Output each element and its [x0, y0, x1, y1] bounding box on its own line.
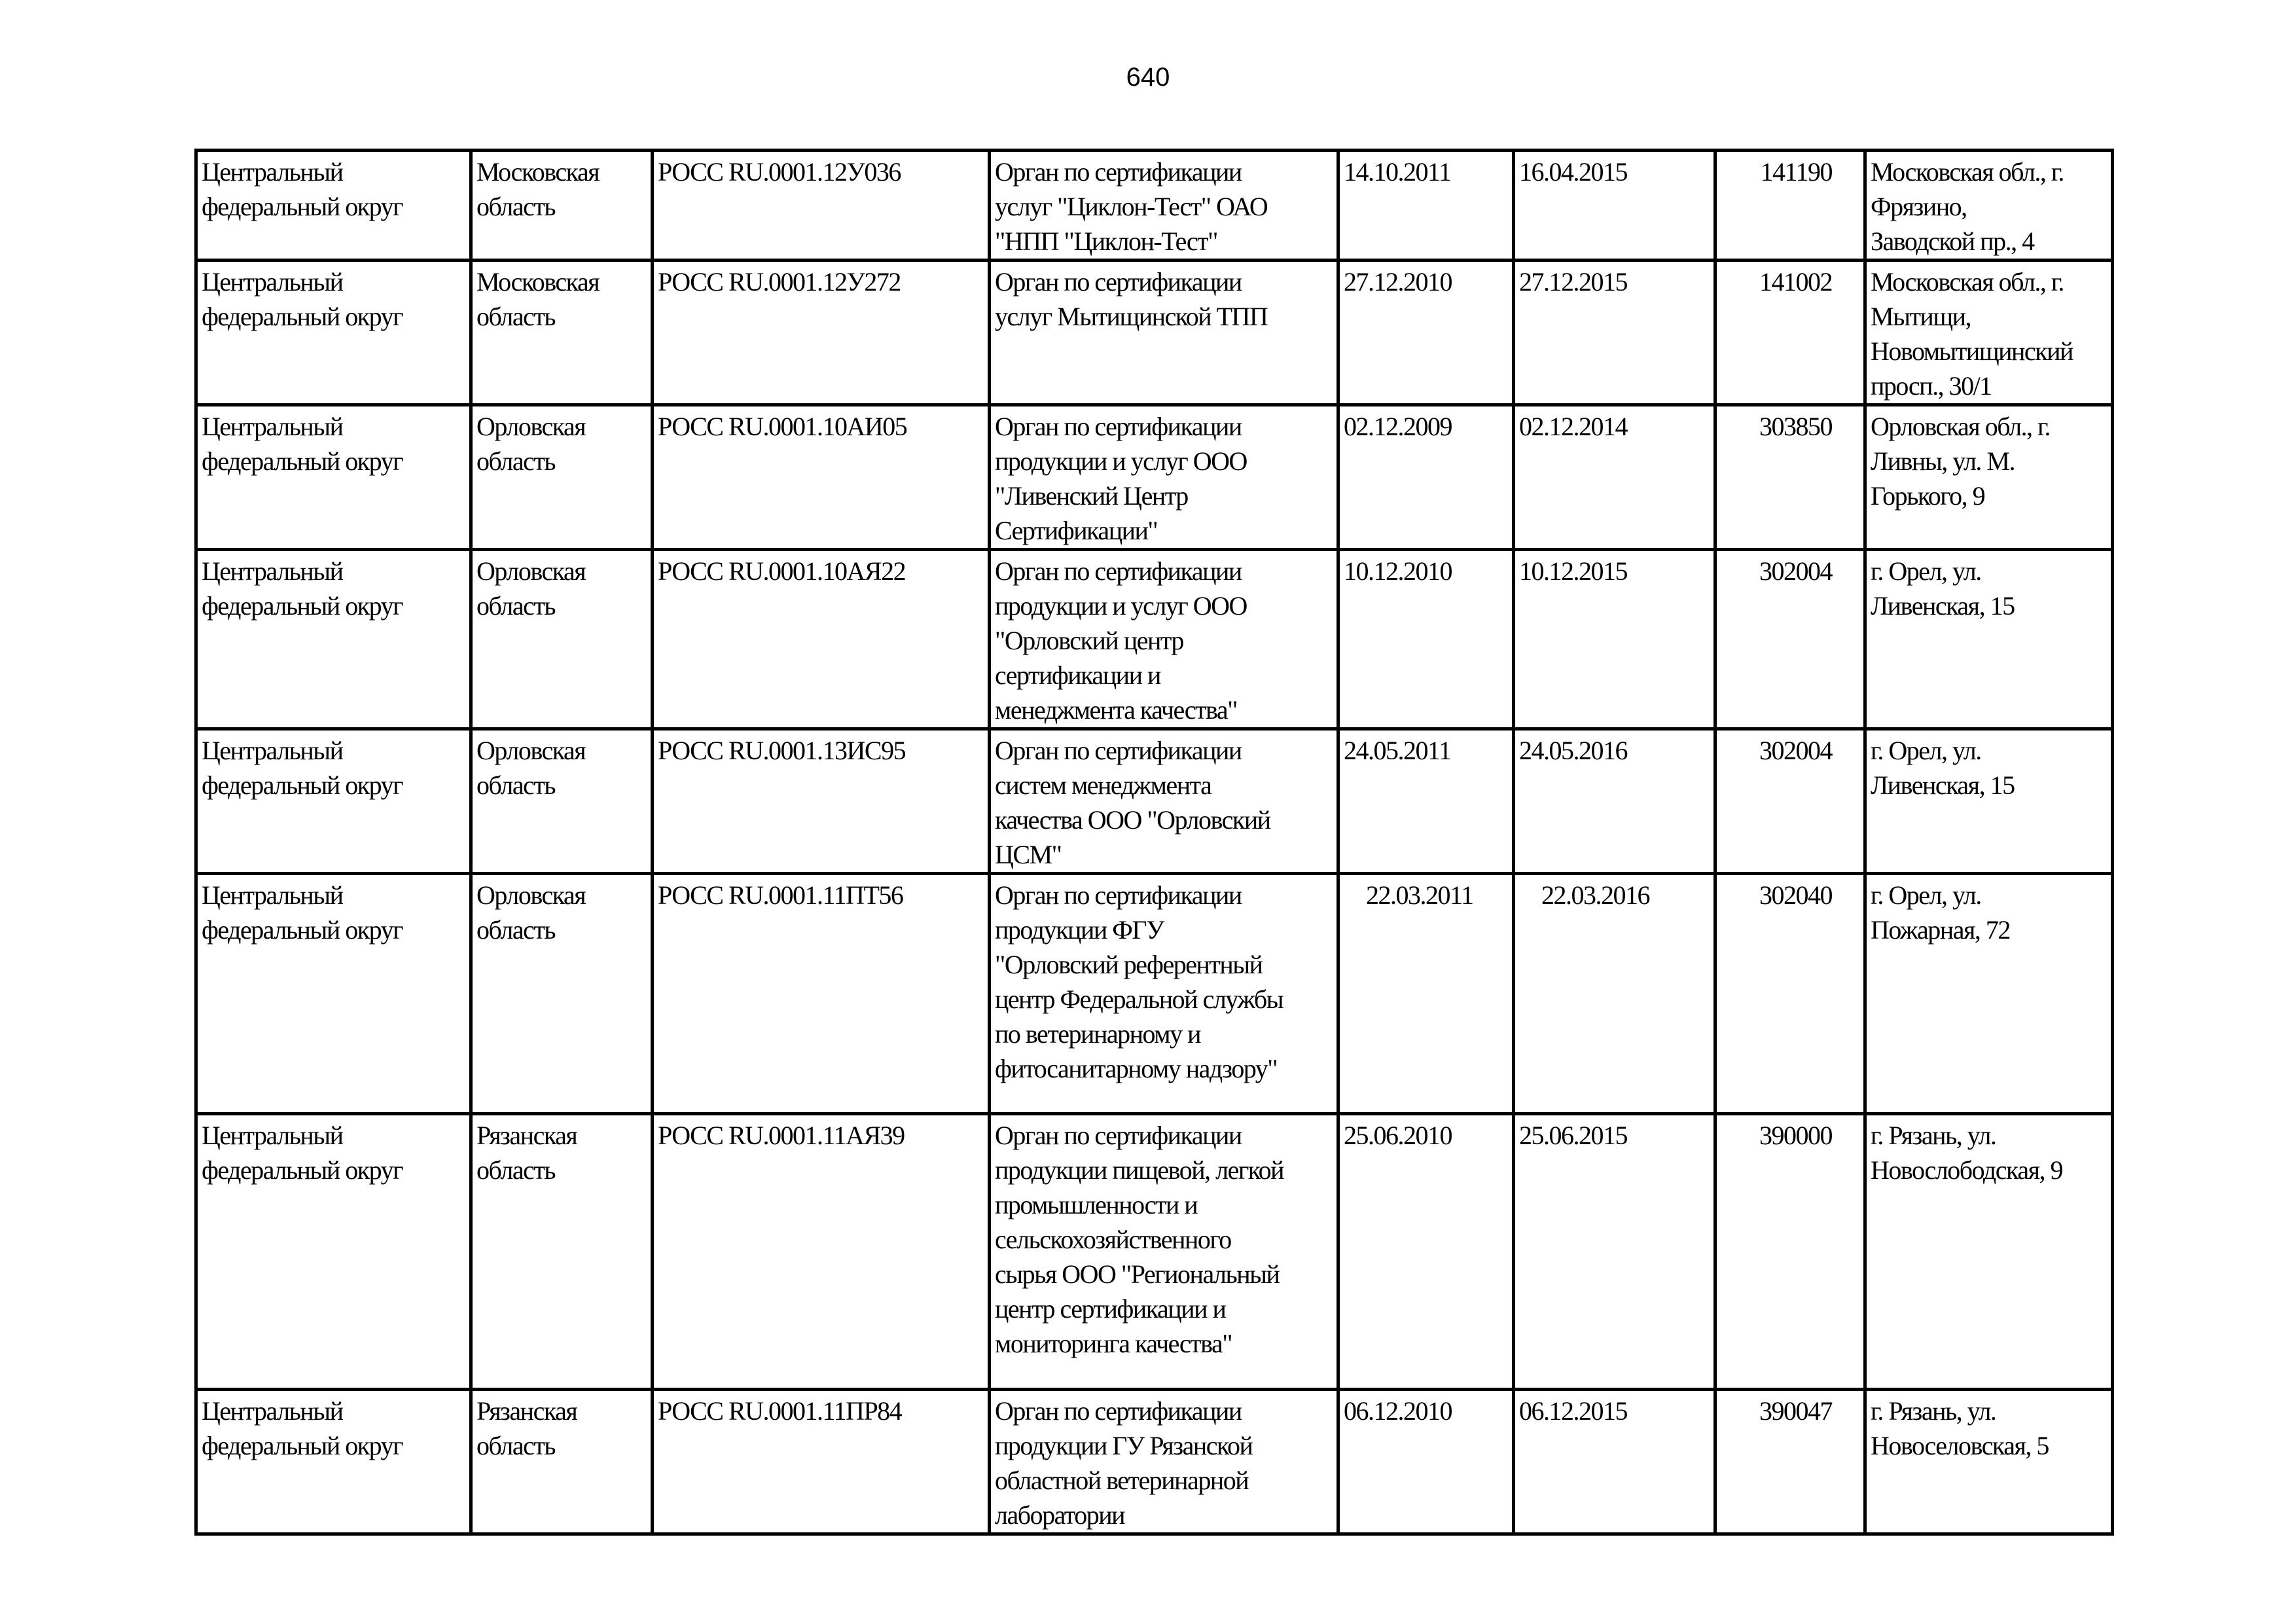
- postcode-cell: 390047: [1713, 1388, 1867, 1536]
- district-cell: Центральный федеральный округ: [194, 548, 473, 731]
- date-to-cell: 27.12.2015: [1512, 259, 1717, 406]
- date-from-cell: 06.12.2010: [1336, 1388, 1515, 1536]
- table-row: Центральный федеральный округ Орловская о…: [194, 727, 2114, 875]
- region-cell: Орловская область: [469, 548, 654, 731]
- postcode-cell: 302004: [1713, 548, 1867, 731]
- postcode-cell: 141002: [1713, 259, 1867, 406]
- date-to-cell: 16.04.2015: [1512, 149, 1717, 262]
- district-cell: Центральный федеральный округ: [194, 1388, 473, 1536]
- address-cell: г. Рязань, ул. Новослободская, 9: [1863, 1112, 2114, 1391]
- certification-body-cell: Орган по сертификации продукции и услуг …: [988, 403, 1340, 551]
- address-cell: Московская обл., г. Мытищи, Новомытищинс…: [1863, 259, 2114, 406]
- certification-body-cell: Орган по сертификации услуг Мытищинской …: [988, 259, 1340, 406]
- certificate-code-cell: РОСС RU.0001.11ПР84: [651, 1388, 991, 1536]
- certificate-code-cell: РОСС RU.0001.12У272: [651, 259, 991, 406]
- table-row: Центральный федеральный округ Рязанская о…: [194, 1112, 2114, 1391]
- date-from-cell: 24.05.2011: [1336, 727, 1515, 875]
- table-row: Центральный федеральный округ Орловская о…: [194, 872, 2114, 1115]
- certification-body-cell: Орган по сертификации продукции ФГУ "Орл…: [988, 872, 1340, 1115]
- district-cell: Центральный федеральный округ: [194, 727, 473, 875]
- date-to-cell: 22.03.2016: [1512, 872, 1717, 1115]
- date-to-cell: 02.12.2014: [1512, 403, 1717, 551]
- certification-body-cell: Орган по сертификации продукции ГУ Рязан…: [988, 1388, 1340, 1536]
- region-cell: Рязанская область: [469, 1112, 654, 1391]
- certificate-code-cell: РОСС RU.0001.10АЯ22: [651, 548, 991, 731]
- date-from-cell: 10.12.2010: [1336, 548, 1515, 731]
- table-row: Центральный федеральный округ Орловская о…: [194, 403, 2114, 551]
- table-row: Центральный федеральный округ Орловская о…: [194, 548, 2114, 731]
- address-cell: г. Орел, ул. Ливенская, 15: [1863, 727, 2114, 875]
- certificate-code-cell: РОСС RU.0001.10АИ05: [651, 403, 991, 551]
- table-row: Центральный федеральный округ Рязанская о…: [194, 1388, 2114, 1536]
- date-to-cell: 06.12.2015: [1512, 1388, 1717, 1536]
- region-cell: Московская область: [469, 149, 654, 262]
- date-from-cell: 27.12.2010: [1336, 259, 1515, 406]
- region-cell: Орловская область: [469, 403, 654, 551]
- district-cell: Центральный федеральный округ: [194, 1112, 473, 1391]
- address-cell: г. Рязань, ул. Новоселовская, 5: [1863, 1388, 2114, 1536]
- table-row: Центральный федеральный округ Московская …: [194, 149, 2114, 262]
- table-row: Центральный федеральный округ Московская …: [194, 259, 2114, 406]
- postcode-cell: 302004: [1713, 727, 1867, 875]
- date-from-cell: 22.03.2011: [1336, 872, 1515, 1115]
- address-cell: г. Орел, ул. Пожарная, 72: [1863, 872, 2114, 1115]
- certificate-code-cell: РОСС RU.0001.11АЯ39: [651, 1112, 991, 1391]
- address-cell: Орловская обл., г. Ливны, ул. М. Горьког…: [1863, 403, 2114, 551]
- page-number: 640: [1126, 63, 1170, 92]
- region-cell: Московская область: [469, 259, 654, 406]
- district-cell: Центральный федеральный округ: [194, 872, 473, 1115]
- district-cell: Центральный федеральный округ: [194, 403, 473, 551]
- postcode-cell: 302040: [1713, 872, 1867, 1115]
- postcode-cell: 390000: [1713, 1112, 1867, 1391]
- certificate-code-cell: РОСС RU.0001.11ПТ56: [651, 872, 991, 1115]
- address-cell: Московская обл., г. Фрязино, Заводской п…: [1863, 149, 2114, 262]
- district-cell: Центральный федеральный округ: [194, 149, 473, 262]
- date-to-cell: 24.05.2016: [1512, 727, 1717, 875]
- district-cell: Центральный федеральный округ: [194, 259, 473, 406]
- date-to-cell: 25.06.2015: [1512, 1112, 1717, 1391]
- postcode-cell: 303850: [1713, 403, 1867, 551]
- date-from-cell: 25.06.2010: [1336, 1112, 1515, 1391]
- date-to-cell: 10.12.2015: [1512, 548, 1717, 731]
- postcode-cell: 141190: [1713, 149, 1867, 262]
- certification-body-cell: Орган по сертификации систем менеджмента…: [988, 727, 1340, 875]
- certification-bodies-table: Центральный федеральный округ Московская …: [194, 149, 2114, 1536]
- region-cell: Рязанская область: [469, 1388, 654, 1536]
- certificate-code-cell: РОСС RU.0001.12У036: [651, 149, 991, 262]
- certification-body-cell: Орган по сертификации услуг "Циклон-Тест…: [988, 149, 1340, 262]
- certificate-code-cell: РОСС RU.0001.13ИС95: [651, 727, 991, 875]
- date-from-cell: 14.10.2011: [1336, 149, 1515, 262]
- certification-body-cell: Орган по сертификации продукции пищевой,…: [988, 1112, 1340, 1391]
- address-cell: г. Орел, ул. Ливенская, 15: [1863, 548, 2114, 731]
- certification-body-cell: Орган по сертификации продукции и услуг …: [988, 548, 1340, 731]
- region-cell: Орловская область: [469, 727, 654, 875]
- region-cell: Орловская область: [469, 872, 654, 1115]
- date-from-cell: 02.12.2009: [1336, 403, 1515, 551]
